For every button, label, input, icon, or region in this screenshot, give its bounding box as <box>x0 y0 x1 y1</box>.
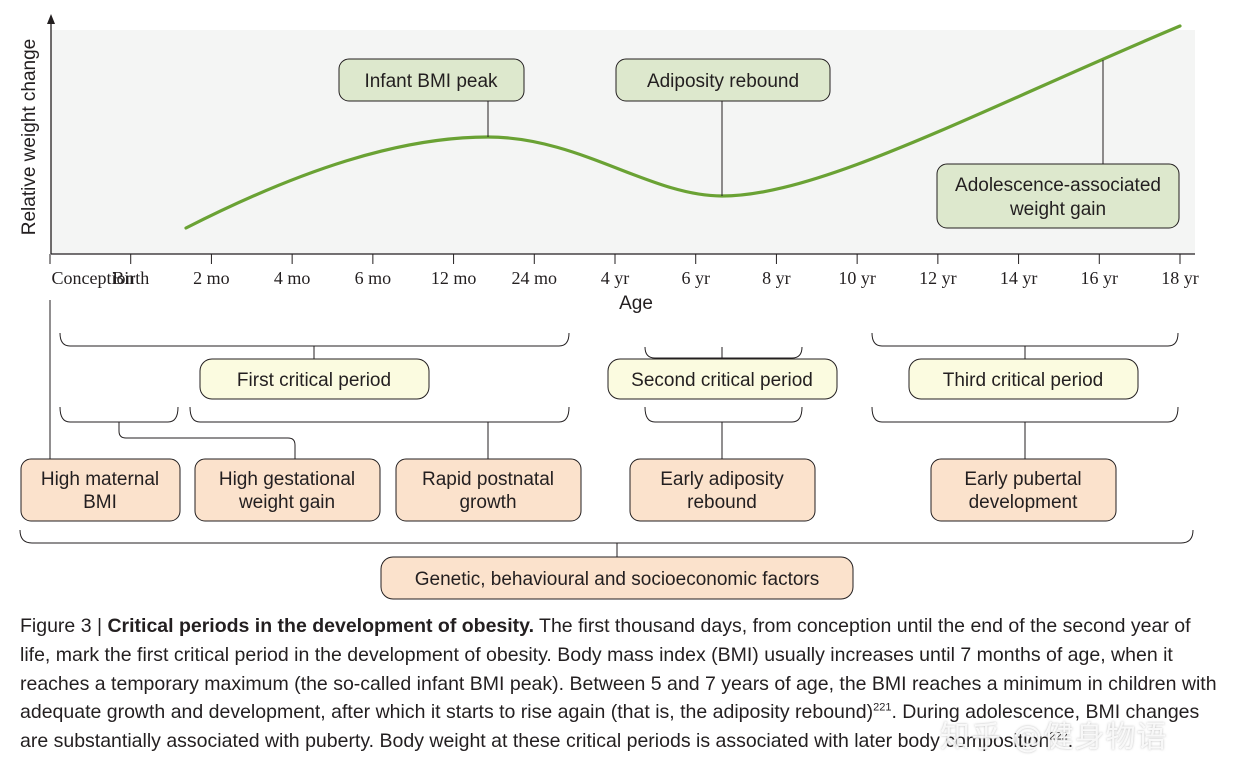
watermark: 知乎 @健身物语 <box>940 720 1168 755</box>
genetic-behavioural-socioeconomic-box: Genetic, behavioural and socioeconomic f… <box>380 556 854 600</box>
gestational-connector <box>118 422 296 459</box>
factors-bottom-bracket <box>19 529 1194 544</box>
x-tick-label: Conception <box>52 268 135 288</box>
puberty-line2: development <box>969 492 1079 513</box>
adiposity-rebound-callout: Adiposity rebound <box>615 58 831 102</box>
second-period-lower-bracket <box>644 406 803 423</box>
postnatal-line2: growth <box>459 492 516 513</box>
caption-body-1: The first thousand days, from conception… <box>20 615 1217 724</box>
maternal-bmi-line1: High maternal <box>41 469 159 490</box>
reference-222: 222 <box>1049 730 1068 743</box>
x-tick-label: Birth <box>112 268 149 288</box>
adolescence-label-line1: Adolescence-associated <box>955 175 1161 196</box>
x-tick-label: 18 yr <box>1161 268 1199 288</box>
x-tick-label: 6 mo <box>355 268 392 288</box>
maternal-bmi-line2: BMI <box>83 492 117 513</box>
x-tick-label: 10 yr <box>838 268 876 288</box>
caption-body-2: . During adolescence, BMI changes are su… <box>20 701 1200 753</box>
second-period-upper-bracket <box>644 346 803 359</box>
figure-number: Figure 3 | <box>20 615 108 637</box>
early-pubertal-development-box: Early pubertal development <box>930 458 1117 522</box>
weight-change-curve <box>184 24 1182 230</box>
x-tick-label: 2 mo <box>193 268 230 288</box>
y-axis-arrow-icon <box>47 14 55 24</box>
postnatal-line1: Rapid postnatal <box>422 469 554 490</box>
x-tick-label: 16 yr <box>1081 268 1119 288</box>
reference-221: 221 <box>873 701 892 714</box>
early-rebound-line2: rebound <box>687 492 757 513</box>
genetic-factors-label: Genetic, behavioural and socioeconomic f… <box>415 569 820 590</box>
third-critical-period-label: Third critical period <box>943 370 1104 391</box>
caption-end: . <box>1067 730 1074 753</box>
figure-title: Critical periods in the development of o… <box>107 615 534 637</box>
x-tick-label: 12 yr <box>919 268 957 288</box>
third-critical-period-box: Third critical period <box>908 358 1139 400</box>
high-gestational-weight-gain-box: High gestational weight gain <box>194 458 381 522</box>
infant-bmi-peak-callout: Infant BMI peak <box>338 58 525 102</box>
x-tick-label: 4 mo <box>274 268 311 288</box>
second-critical-period-box: Second critical period <box>607 358 838 400</box>
period-brackets <box>19 300 1194 557</box>
first-critical-period-label: First critical period <box>237 370 391 391</box>
x-tick-label: 12 mo <box>431 268 477 288</box>
adolescence-label-line2: weight gain <box>1009 199 1106 220</box>
rapid-postnatal-growth-box: Rapid postnatal growth <box>395 458 582 522</box>
puberty-line1: Early pubertal <box>964 469 1081 490</box>
y-axis-label: Relative weight change <box>19 39 40 235</box>
first-period-upper-bracket <box>59 332 570 347</box>
gestational-line2: weight gain <box>238 492 335 513</box>
x-tick-label: 8 yr <box>762 268 791 288</box>
third-period-lower-bracket <box>871 406 1179 423</box>
high-maternal-bmi-box: High maternal BMI <box>20 458 181 522</box>
infant-bmi-peak-label: Infant BMI peak <box>364 71 498 92</box>
x-tick-label: 6 yr <box>681 268 710 288</box>
third-period-upper-bracket <box>871 332 1179 347</box>
second-critical-period-label: Second critical period <box>631 370 813 391</box>
postnatal-bracket <box>189 406 570 423</box>
gestational-line1: High gestational <box>219 469 355 490</box>
x-tick-label: 4 yr <box>601 268 630 288</box>
early-rebound-line1: Early adiposity <box>660 469 784 490</box>
early-adiposity-rebound-box: Early adiposity rebound <box>629 458 816 522</box>
x-axis-label: Age <box>619 293 653 314</box>
figure-caption: Figure 3 | Critical periods in the devel… <box>20 612 1225 756</box>
x-tick-label: 14 yr <box>1000 268 1038 288</box>
first-critical-period-box: First critical period <box>199 358 430 400</box>
maternal-bracket <box>59 406 179 423</box>
x-tick-label: 24 mo <box>512 268 558 288</box>
adiposity-rebound-label: Adiposity rebound <box>647 71 799 92</box>
adolescence-weight-gain-callout: Adolescence-associated weight gain <box>936 163 1180 229</box>
